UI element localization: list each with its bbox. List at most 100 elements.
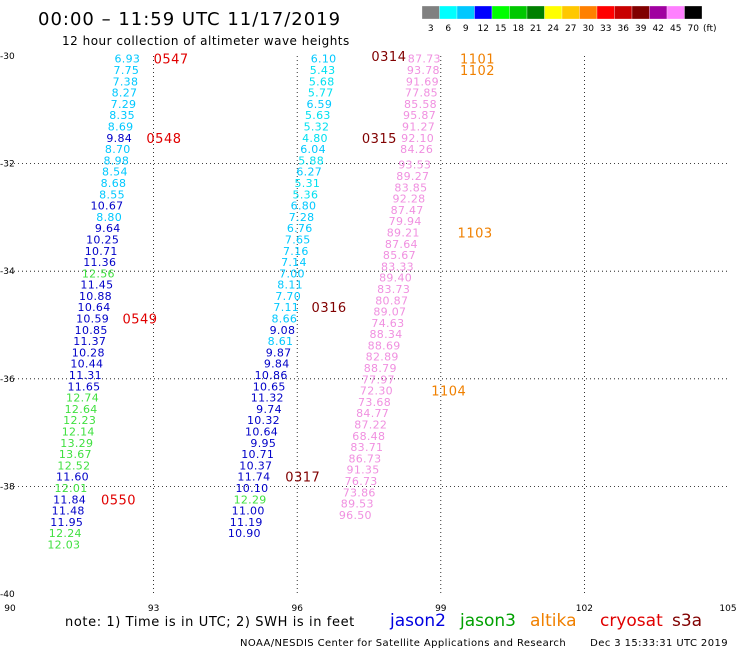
- wave-height-value: 80.87: [375, 294, 408, 307]
- wave-height-value: 10.28: [72, 346, 105, 359]
- wave-height-value: 7.29: [111, 98, 137, 111]
- wave-height-value: 6.27: [296, 166, 322, 179]
- color-scale-label: 3: [428, 24, 434, 34]
- wave-height-value: 5.36: [293, 188, 319, 201]
- wave-height-value: 10.85: [75, 324, 108, 337]
- wave-height-value: 12.01: [55, 482, 88, 495]
- color-scale-swatch: [614, 5, 633, 20]
- wave-height-value: 8.61: [268, 335, 294, 348]
- wave-height-value: 9.87: [266, 346, 292, 359]
- color-scale-label: 36: [618, 24, 630, 34]
- wave-height-value: 11.45: [80, 279, 113, 292]
- wave-height-value: 5.31: [294, 177, 320, 190]
- wave-height-value: 93.78: [407, 64, 440, 77]
- wave-height-value: 84.77: [356, 407, 389, 420]
- wave-height-value: 11.36: [83, 256, 116, 269]
- wave-height-value: 7.28: [289, 211, 315, 224]
- wave-height-value: 6.04: [300, 143, 326, 156]
- wave-height-value: 11.60: [56, 471, 89, 484]
- wave-height-value: 9.95: [250, 437, 276, 450]
- wave-height-value: 8.66: [271, 313, 297, 326]
- time-label: 0316: [312, 301, 347, 316]
- y-axis-ticks: -30 -32 -34 -36 -38 -40: [0, 52, 15, 600]
- color-scale-label: 45: [670, 24, 681, 34]
- wave-height-value: 87.73: [408, 53, 441, 66]
- wave-height-value: 8.68: [101, 177, 127, 190]
- wave-height-value: 8.11: [277, 279, 303, 292]
- wave-height-value: 89.07: [373, 306, 406, 319]
- color-scale-swatch: [561, 5, 580, 20]
- color-scale-label: 18: [513, 24, 525, 34]
- wave-height-value: 12.52: [57, 459, 90, 472]
- wave-height-value: 83.33: [381, 260, 414, 273]
- wave-height-value: 12.24: [49, 527, 82, 540]
- wave-height-value: 8.98: [103, 154, 129, 167]
- wave-height-value: 12.56: [82, 267, 115, 280]
- satellite-name: jason3: [459, 611, 516, 631]
- wave-height-value: 11.84: [53, 493, 86, 506]
- wave-height-value: 7.16: [283, 245, 309, 258]
- x-tick-label: 90: [4, 604, 16, 614]
- time-label: 1103: [458, 226, 493, 241]
- y-tick-label: -32: [0, 160, 15, 170]
- wave-height-value: 6.80: [291, 200, 317, 213]
- satellite-name: jason2: [389, 611, 446, 631]
- color-scale-label: 9: [463, 24, 469, 34]
- wave-height-value: 87.64: [385, 238, 418, 251]
- color-scale-label: 70: [688, 24, 700, 34]
- wave-height-value: 89.40: [379, 272, 412, 285]
- wave-height-value: 11.74: [237, 471, 270, 484]
- color-scale-legend: 3 6 9 12 15 18 21 24 27 30 33 36 39 42 45 70 (ft): [421, 5, 717, 34]
- wave-height-value: 8.27: [112, 87, 138, 100]
- color-scale-label: 27: [565, 24, 576, 34]
- wave-height-value: 6.59: [306, 98, 332, 111]
- x-tick-label: 93: [148, 604, 159, 614]
- time-label: 1101: [460, 53, 495, 68]
- color-scale-swatch: [579, 5, 598, 20]
- wave-height-value: 9.74: [256, 403, 282, 416]
- color-scale-swatch: [421, 5, 440, 20]
- color-scale-swatch: [596, 5, 615, 20]
- wave-height-value: 10.44: [70, 358, 103, 371]
- wave-height-value: 10.64: [245, 426, 278, 439]
- track-0314: 6.105.435.685.776.595.635.324.806.045.88…: [228, 53, 337, 541]
- wave-height-value: 76.73: [345, 475, 378, 488]
- color-scale-swatch: [649, 5, 668, 20]
- wave-height-value: 8.35: [109, 109, 135, 122]
- color-scale-label: 30: [583, 24, 595, 34]
- time-label: 1104: [431, 385, 466, 400]
- color-scale-label: 33: [600, 24, 611, 34]
- color-scale-label: 6: [445, 24, 451, 34]
- y-tick-label: -34: [0, 267, 15, 277]
- color-scale-swatch: [631, 5, 650, 20]
- wave-height-value: 10.59: [76, 313, 109, 326]
- color-scale-swatch: [439, 5, 458, 20]
- wave-height-value: 79.94: [389, 215, 422, 228]
- wave-height-value: 6.10: [311, 53, 337, 66]
- wave-height-value: 11.48: [52, 505, 85, 518]
- time-label: 0547: [154, 53, 189, 68]
- wave-height-value: 87.22: [354, 419, 387, 432]
- wave-height-value: 11.95: [50, 516, 83, 529]
- footer-timestamp: Dec 3 15:33:31 UTC 2019: [590, 638, 728, 649]
- wave-height-value: 82.89: [366, 351, 399, 364]
- wave-height-value: 10.10: [235, 482, 268, 495]
- wave-height-value: 86.73: [348, 452, 381, 465]
- wave-height-value: 8.55: [99, 188, 125, 201]
- wave-height-value: 10.64: [78, 301, 111, 314]
- wave-height-value: 73.68: [358, 396, 391, 409]
- wave-height-value: 12.14: [62, 426, 95, 439]
- wave-height-value: 5.63: [305, 109, 331, 122]
- wave-height-value: 5.68: [309, 75, 335, 88]
- wave-height-value: 7.70: [275, 290, 301, 303]
- wave-height-value: 10.71: [85, 245, 118, 258]
- wave-height-value: 10.65: [253, 380, 286, 393]
- wave-height-value: 6.93: [114, 53, 140, 66]
- wave-height-value: 11.31: [69, 369, 102, 382]
- wave-height-value: 95.87: [403, 109, 436, 122]
- y-tick-label: -38: [0, 482, 15, 492]
- track-0547: 6.937.757.388.277.298.358.699.848.708.98…: [47, 53, 140, 552]
- wave-height-value: 91.35: [347, 464, 380, 477]
- satellite-name: altika: [530, 611, 577, 631]
- x-axis-ticks: 90 93 96 99 102 105: [4, 604, 736, 614]
